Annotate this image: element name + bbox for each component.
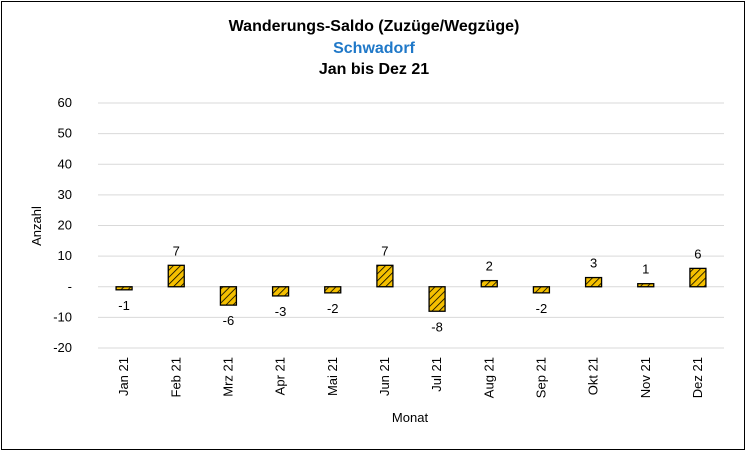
x-tick-label: Nov 21 [638, 357, 653, 398]
bar [376, 264, 394, 288]
y-tick-label: 10 [58, 248, 72, 263]
bar [532, 286, 551, 294]
bar [115, 286, 133, 291]
bar [324, 286, 342, 294]
bar [689, 267, 707, 288]
chart-title: Wanderungs-Saldo (Zuzüge/Wegzüge) [228, 18, 520, 35]
y-tick-label: 50 [58, 126, 72, 141]
x-tick-label: Mrz 21 [220, 357, 235, 397]
x-axis-ticks: Jan 21 Feb 21 Mrz 21 Apr 21 Mai 21 Jun 21 Jul … [116, 357, 705, 398]
chart-period: Jan bis Dez 21 [318, 61, 430, 78]
y-tick-label: 20 [58, 218, 72, 233]
x-tick-label: Okt 21 [586, 357, 601, 395]
data-label: -3 [275, 304, 287, 319]
data-label: -6 [223, 313, 235, 328]
data-label: -8 [431, 319, 443, 334]
y-tick-label: 60 [58, 95, 72, 110]
x-tick-label: Jun 21 [377, 357, 392, 396]
x-tick-label: Mai 21 [325, 357, 340, 396]
data-label: 2 [486, 259, 493, 274]
y-tick-label: -20 [53, 340, 72, 355]
y-axis-label: Anzahl [29, 206, 44, 246]
data-label: 1 [642, 262, 649, 277]
y-tick-label: -10 [53, 309, 72, 324]
x-tick-label: Aug 21 [481, 357, 496, 398]
x-tick-label: Feb 21 [168, 357, 183, 397]
y-tick-label: 40 [58, 156, 72, 171]
bar [584, 276, 603, 288]
bar [167, 264, 185, 288]
data-labels: -1 7 -6 -3 -2 7 -8 2 -2 3 1 6 [118, 243, 701, 334]
x-tick-label: Apr 21 [273, 357, 288, 395]
y-tick-label: - [68, 279, 72, 294]
data-label: 3 [590, 256, 597, 271]
x-axis-label: Monat [392, 410, 429, 425]
bars [115, 264, 707, 312]
x-tick-label: Dez 21 [690, 357, 705, 398]
data-label: -2 [536, 301, 548, 316]
data-label: 7 [381, 243, 388, 258]
y-tick-label: 30 [58, 187, 72, 202]
data-label: -1 [118, 298, 130, 313]
x-tick-label: Jul 21 [429, 357, 444, 392]
bar [637, 283, 655, 288]
data-label: 7 [173, 243, 180, 258]
x-tick-label: Sep 21 [533, 357, 548, 398]
bar [271, 286, 290, 297]
bar [219, 286, 238, 306]
x-tick-label: Jan 21 [116, 357, 131, 396]
gridlines [98, 102, 724, 349]
bar [480, 279, 498, 288]
chart-subtitle: Schwadorf [333, 40, 415, 57]
data-label: -2 [327, 301, 339, 316]
data-label: 6 [694, 246, 701, 261]
bar [428, 286, 446, 312]
